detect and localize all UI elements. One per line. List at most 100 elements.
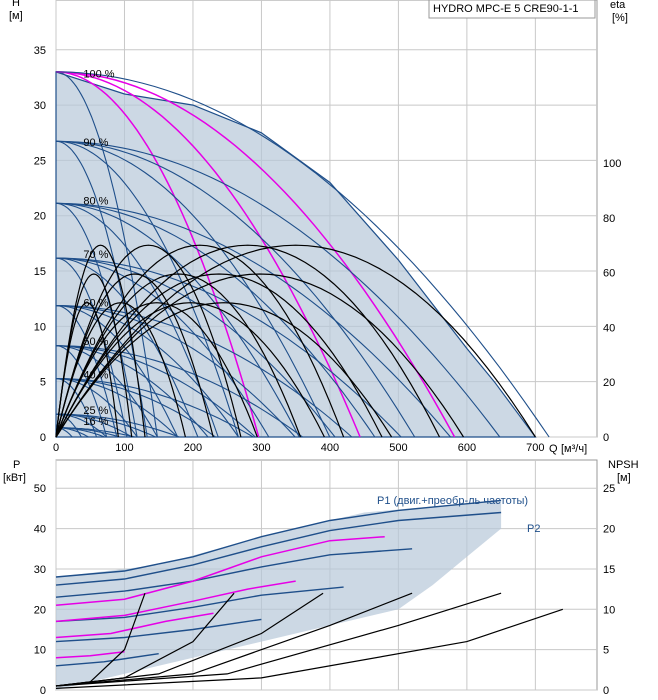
- h-tick-label: 25: [34, 155, 46, 167]
- eta-curve: [55, 244, 345, 438]
- title-box: [428, 0, 596, 19]
- qh-curve: [55, 71, 550, 438]
- eta-curve: [55, 273, 214, 438]
- power-highlight-curve: [55, 650, 125, 659]
- h-tick-label: 15: [34, 266, 46, 278]
- p-tick-label: 20: [34, 604, 46, 616]
- speed-label: 90 %: [83, 137, 108, 149]
- npsh-tick-label: 25: [603, 483, 615, 495]
- x-tick-label: 700: [526, 442, 544, 454]
- eta-curve: [55, 244, 536, 438]
- speed-label: 25 %: [83, 405, 108, 417]
- eta-tick-label: 60: [603, 268, 615, 280]
- x-tick-label: 300: [252, 442, 270, 454]
- h-tick-label: 20: [34, 211, 46, 223]
- power-curve: [55, 618, 262, 643]
- x-axis-label: Q: [549, 443, 558, 455]
- h-tick-label: 30: [34, 100, 46, 112]
- eta-curve: [55, 302, 325, 438]
- eta-axis-unit: [%]: [612, 12, 628, 24]
- h-axis-unit: [м]: [9, 10, 23, 22]
- speed-label: 40 %: [83, 369, 108, 381]
- power-curve: [55, 586, 344, 623]
- x-tick-label: 500: [389, 442, 407, 454]
- npsh-axis-unit: [м]: [617, 472, 631, 484]
- x-tick-label: 100: [115, 442, 133, 454]
- qh-curve: [56, 427, 136, 438]
- eta-curve: [55, 302, 393, 438]
- title-text: HYDRO MPC-E 5 CRE90-1-1: [433, 3, 578, 15]
- eta-tick-label: 40: [603, 322, 615, 334]
- p1-label: P1 (двиг.+преобр-ль частоты): [377, 495, 528, 507]
- eta-curve: [55, 302, 258, 438]
- h-tick-label: 10: [34, 321, 46, 333]
- eta-curve: [55, 244, 242, 438]
- x-axis-unit: [м³/ч]: [561, 443, 587, 455]
- h-tick-label: 0: [40, 432, 46, 444]
- qh-curve: [56, 378, 178, 438]
- eta-curve: [55, 273, 383, 438]
- speed-label: 80 %: [83, 196, 108, 208]
- qh-curve: [55, 257, 128, 438]
- eta-tick-label: 100: [603, 158, 621, 170]
- qh-curve: [55, 345, 256, 438]
- eta-curve: [55, 273, 465, 438]
- npsh-tick-label: 10: [603, 604, 615, 616]
- qh-curve: [55, 305, 118, 438]
- h-tick-label: 35: [34, 45, 46, 57]
- p-tick-label: 30: [34, 564, 46, 576]
- npsh-tick-label: 20: [603, 524, 615, 536]
- eta-tick-label: 20: [603, 377, 615, 389]
- h-tick-label: 5: [40, 377, 46, 389]
- power-highlight-curve: [55, 580, 296, 623]
- npsh-curve: [55, 608, 563, 689]
- speed-label: 50 %: [83, 336, 108, 348]
- qh-curve: [56, 378, 216, 438]
- x-tick-label: 0: [53, 442, 59, 454]
- x-tick-label: 400: [321, 442, 339, 454]
- qh-curve: [55, 202, 376, 438]
- qh-curve: [56, 378, 138, 438]
- qh-curve: [55, 345, 108, 438]
- p2-label: P2: [527, 523, 540, 535]
- eta-tick-label: 80: [603, 213, 615, 225]
- qh-curve: [55, 305, 239, 438]
- npsh-tick-label: 5: [603, 645, 609, 657]
- speed-label: 100 %: [83, 68, 114, 80]
- power-envelope: [56, 500, 502, 690]
- qh-curve: [55, 71, 456, 438]
- x-tick-label: 200: [184, 442, 202, 454]
- speed-label: 60 %: [83, 297, 108, 309]
- npsh-curve: [55, 592, 502, 687]
- p-axis-label: P: [13, 459, 20, 471]
- p-axis-unit: [кВт]: [3, 472, 26, 484]
- eta-curve: [55, 244, 441, 438]
- qh-curve: [55, 140, 331, 438]
- qh-curve: [55, 140, 148, 438]
- power-panel: 0 10 20 30 40 50 0 5 10 15 20 25: [34, 459, 615, 697]
- qh-curve: [55, 140, 501, 438]
- power-curve: [55, 653, 159, 667]
- qh-curve: [55, 71, 260, 438]
- qh-curve: [56, 413, 180, 438]
- npsh-tick-label: 15: [603, 564, 615, 576]
- qh-curve: [55, 71, 361, 438]
- power-curve: [55, 499, 502, 578]
- qh-curve: [55, 202, 451, 438]
- qh-curve: [55, 140, 416, 438]
- npsh-axis-label: NPSH: [608, 459, 639, 471]
- speed-label: 70 %: [83, 249, 108, 261]
- p-tick-label: 10: [34, 645, 46, 657]
- qh-curve: [55, 305, 296, 438]
- p-tick-label: 50: [34, 483, 46, 495]
- power-highlight-curve: [55, 535, 385, 607]
- npsh-curve: [55, 592, 324, 687]
- speed-label: 16 %: [83, 416, 108, 428]
- power-curve: [55, 548, 413, 598]
- eta-curve: [55, 273, 133, 438]
- qh-curve: [55, 202, 300, 438]
- qh-curve: [55, 345, 303, 438]
- qh-panel: 0 100 200 300 400 500 600 700 0 5 10 15 20 25 30 35 0 20 4…: [34, 0, 621, 454]
- power-highlight-curve: [55, 612, 214, 639]
